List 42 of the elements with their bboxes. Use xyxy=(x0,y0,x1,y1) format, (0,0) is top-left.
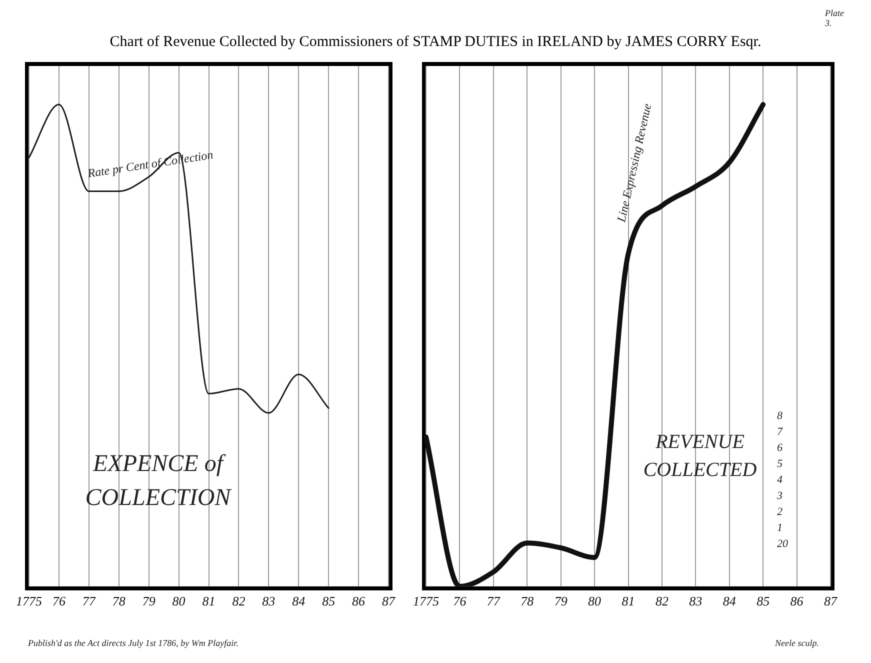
x-tick-label: 82 xyxy=(655,594,669,609)
x-tick-label: 1775 xyxy=(16,594,42,609)
annotation: 3 xyxy=(777,490,782,502)
x-tick-label: 78 xyxy=(112,594,126,609)
x-tick-label: 80 xyxy=(588,594,602,609)
x-tick-label: 81 xyxy=(202,594,216,609)
annotation: REVENUE COLLECTED xyxy=(643,431,757,481)
x-tick-label: 83 xyxy=(262,594,276,609)
x-tick-label: 80 xyxy=(172,594,186,609)
annotation: EXPENCE of COLLECTION xyxy=(84,450,233,513)
annotation: 1 xyxy=(777,522,782,534)
x-tick-label: 81 xyxy=(622,594,635,609)
x-tick-label: 79 xyxy=(554,594,568,609)
x-tick-label: 76 xyxy=(52,594,66,609)
x-tick-label: 85 xyxy=(756,594,770,609)
annotation: 6 xyxy=(777,442,782,454)
x-tick-label: 84 xyxy=(292,594,306,609)
text: Publish'd as the Act directs July 1st 1786, by Wm Playfair. xyxy=(28,638,238,648)
text: Plate 3. xyxy=(825,8,845,28)
annotation: 20 xyxy=(777,538,788,550)
annotation: 2 xyxy=(777,506,782,518)
x-tick-label: 78 xyxy=(520,594,534,609)
x-tick-label: 83 xyxy=(689,594,703,609)
text: Chart of Revenue Collected by Commissioners of STAMP DUTIES in IRELAND by JAMES CORRY Esqr. xyxy=(108,34,762,51)
x-tick-label: 77 xyxy=(82,594,96,609)
annotation: 5 xyxy=(777,458,782,470)
x-tick-label: 77 xyxy=(486,594,500,609)
x-tick-label: 76 xyxy=(453,594,467,609)
annotation: 4 xyxy=(777,474,782,486)
x-tick-label: 85 xyxy=(322,594,336,609)
x-tick-label: 87 xyxy=(824,594,838,609)
x-tick-label: 87 xyxy=(382,594,396,609)
annotation: 8 xyxy=(777,410,782,422)
x-tick-label: 86 xyxy=(352,594,366,609)
x-tick-label: 82 xyxy=(232,594,246,609)
x-tick-label: 84 xyxy=(722,594,736,609)
text: Rate pr Cent of Collection xyxy=(86,148,214,180)
text: Neele sculp. xyxy=(775,638,819,648)
annotation: 7 xyxy=(777,426,782,438)
x-tick-label: 79 xyxy=(142,594,156,609)
x-tick-label: 86 xyxy=(790,594,804,609)
x-tick-label: 1775 xyxy=(413,594,440,609)
